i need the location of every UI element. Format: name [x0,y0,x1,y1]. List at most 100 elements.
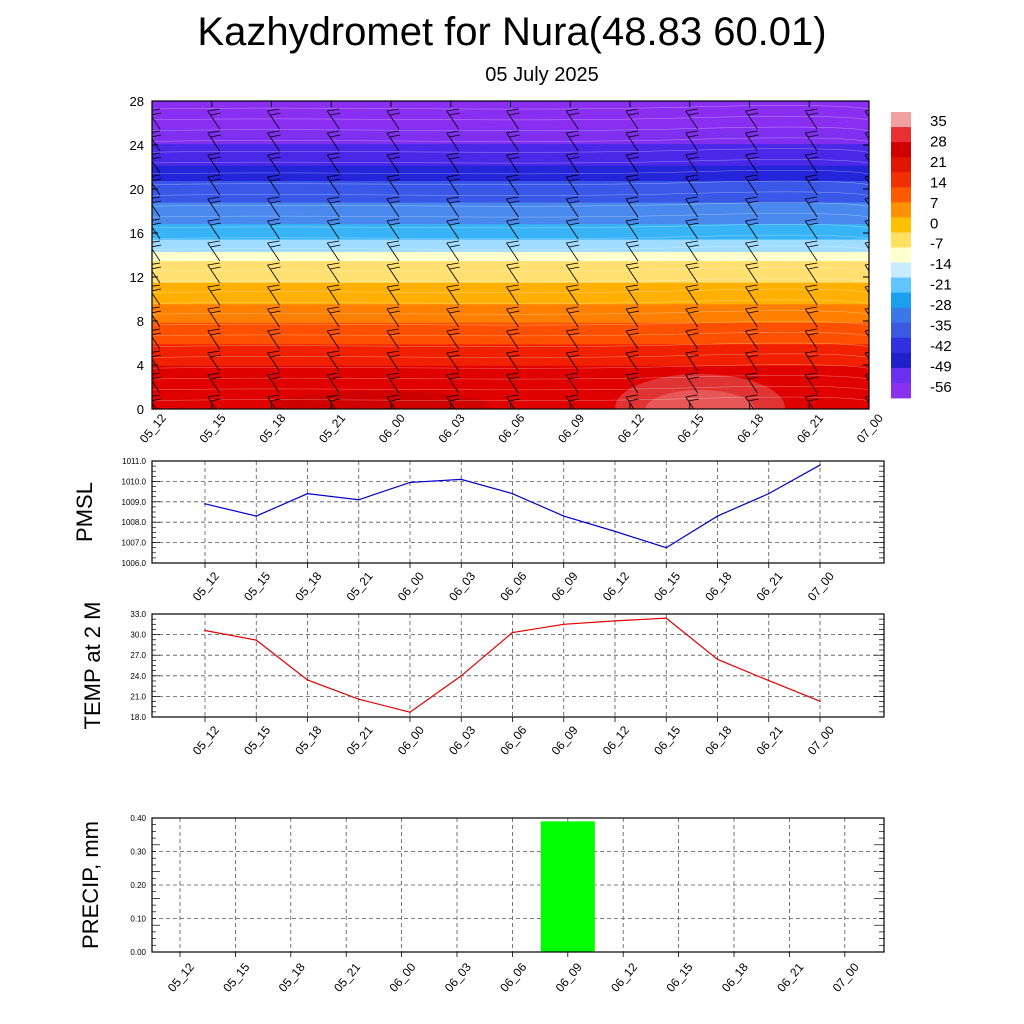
wind-barb-flag [625,174,639,178]
wind-barb [506,174,520,196]
wind-barb-staff [326,242,340,262]
wind-barb [804,328,819,350]
wind-barb-flag [509,112,520,116]
wind-barb-flag [566,350,579,354]
wind-barb-staff [745,286,758,306]
wind-barb-staff [207,352,221,372]
wind-barb-flag [685,350,698,354]
colorbar-swatch [891,352,911,369]
wind-barb-staff [745,176,758,196]
wind-barb [804,284,819,306]
wind-barb-flag [270,376,281,380]
colorbar-swatch [891,127,911,143]
wind-barb [745,306,759,328]
wind-barb [685,262,699,284]
wind-barb [386,218,401,240]
wind-barb [267,350,281,372]
wind-barb [685,108,699,130]
wind-barb-staff [386,132,400,152]
temperature-contour [152,170,869,175]
wind-barb [804,130,819,152]
wind-barb [565,174,580,196]
wind-barb-flag [566,130,579,134]
wind-barb-flag [152,156,162,160]
wind-barb [625,152,640,174]
wind-barb-staff [745,220,758,240]
y-tick-label: 20 [130,182,144,197]
wind-barb-flag [267,196,280,200]
wind-barb-flag [207,284,220,288]
temp-2m-data-point [306,679,309,681]
wind-barb-staff [506,330,519,350]
wind-barb-flag [688,178,699,182]
wind-barb-flag [509,376,520,380]
wind-barb-flag [389,376,401,380]
wind-barb-flag [207,152,220,156]
wind-barb-flag [625,394,639,398]
temp-2m-data-point [511,631,514,634]
wind-barb [326,174,341,196]
colorbar-swatch [891,142,911,158]
wind-barb-flag [446,394,459,398]
wind-barb [745,174,759,196]
wind-barb-flag [628,332,640,336]
x-tick-label: 07_00 [830,960,862,995]
wind-barb [625,328,640,350]
wind-barb [326,218,341,240]
wind-barb-staff [565,220,579,240]
wind-barb-staff [152,138,161,152]
wind-barb-staff [506,198,519,218]
wind-barb-flag [569,398,580,402]
wind-barb-staff [506,396,515,409]
wind-barb-staff [506,308,519,328]
wind-barb-flag [327,218,340,222]
wind-barb [864,219,869,228]
wind-barb-flag [685,196,698,200]
wind-barb-flag [745,218,758,222]
pmsl-data-point [409,481,411,484]
wind-barb [506,218,520,240]
wind-barb [804,394,819,409]
colorbar-swatch [891,262,911,278]
x-tick-label: 05_15 [220,960,252,995]
wind-barb-flag [748,332,759,336]
wind-barb [446,284,460,306]
wind-barb-staff [685,242,699,262]
x-tick-label: 06_09 [553,960,585,995]
temperature-layer [152,261,869,284]
wind-barb-flag [566,240,579,244]
x-tick-label: 05_12 [190,569,222,604]
temperature-contour [152,256,869,261]
wind-barb-staff [804,264,818,284]
wind-barb-flag [152,134,162,138]
wind-barb-flag [506,108,519,112]
x-tick-label: 05_15 [197,411,229,446]
wind-barb [152,372,162,394]
wind-barb-flag [506,130,519,134]
wind-barb-staff [864,352,869,360]
wind-barb [267,394,281,409]
y-tick-label: 33.0 [130,610,146,619]
wind-barb-staff [745,132,758,152]
wind-barb-flag [628,244,640,248]
y-tick-label: 1009.0 [122,498,147,507]
wind-barb [152,394,162,409]
wind-barb [267,240,281,262]
wind-barb-flag [210,222,221,226]
wind-barb [152,130,162,152]
wind-barb [506,350,520,372]
wind-barb-staff [267,110,280,130]
wind-barb-flag [808,244,819,248]
wind-barb [267,306,281,328]
wind-barb-flag [688,376,699,380]
wind-barb-flag [509,332,520,336]
x-tick-label: 06_12 [600,723,632,758]
wind-barb-flag [152,284,161,287]
wind-barb [446,196,460,218]
wind-barb-flag [509,244,520,248]
y-tick-label: 24 [130,138,144,153]
wind-barb-flag [864,153,869,156]
wind-barb-staff [326,154,340,174]
wind-barb-flag [449,354,460,358]
